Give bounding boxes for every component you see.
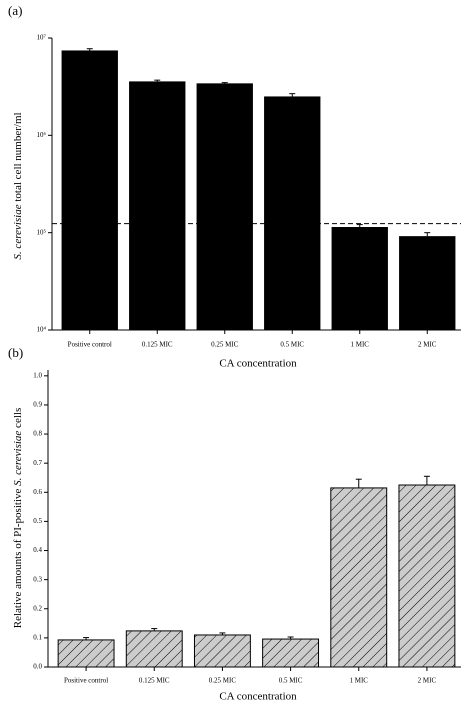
bar bbox=[196, 83, 253, 331]
y-axis-label: S. cerevisiae total cell number/ml bbox=[12, 112, 24, 259]
y-tick-label: 0.7 bbox=[33, 459, 42, 467]
x-tick-label: 1 MIC bbox=[350, 677, 369, 685]
y-tick-label: 0.1 bbox=[33, 633, 42, 641]
y-tick-label: 0.6 bbox=[33, 488, 42, 496]
y-tick-label: 0.4 bbox=[33, 546, 42, 554]
bar bbox=[129, 81, 186, 331]
x-tick-label: Positive control bbox=[68, 341, 112, 349]
bar bbox=[57, 639, 115, 668]
y-tick-label: 0.9 bbox=[33, 401, 42, 409]
x-tick-label: 0.5 MIC bbox=[280, 341, 304, 349]
y-axis-label-species: S. cerevisiae bbox=[12, 431, 24, 486]
y-tick-label: 0.3 bbox=[33, 575, 42, 583]
y-tick-label: 1.0 bbox=[33, 371, 42, 379]
bar bbox=[61, 50, 118, 331]
bar bbox=[193, 634, 251, 668]
y-tick-label: 10⁴ bbox=[37, 326, 47, 334]
y-tick-label: 0.2 bbox=[33, 604, 42, 612]
x-tick-label: Positive control bbox=[64, 677, 108, 685]
y-axis-label-rest: total cell number/ml bbox=[12, 112, 24, 204]
x-axis-label: CA concentration bbox=[219, 358, 297, 370]
y-axis-label-part: cells bbox=[12, 408, 24, 431]
x-tick-label: 0.25 MIC bbox=[209, 677, 237, 685]
bar bbox=[331, 227, 388, 331]
bar bbox=[264, 96, 321, 331]
y-tick-label: 10⁶ bbox=[37, 131, 47, 139]
y-tick-label: 0.8 bbox=[33, 430, 42, 438]
bar bbox=[262, 638, 320, 668]
y-tick-label: 0.0 bbox=[33, 663, 42, 671]
x-tick-label: 2 MIC bbox=[418, 677, 437, 685]
y-tick-label: 10⁵ bbox=[37, 228, 47, 236]
y-axis-label-part: Relative amounts of PI-positive bbox=[12, 486, 24, 628]
y-axis-label-species: S. cerevisiae bbox=[12, 204, 24, 259]
y-axis-label: Relative amounts of PI-positive S. cerev… bbox=[12, 408, 24, 628]
bar bbox=[125, 630, 183, 668]
x-tick-label: 0.125 MIC bbox=[142, 341, 173, 349]
bar bbox=[399, 236, 456, 331]
panel-label: (a) bbox=[8, 3, 22, 18]
x-tick-label: 2 MIC bbox=[418, 341, 437, 349]
x-tick-label: 0.125 MIC bbox=[139, 677, 170, 685]
bar bbox=[398, 484, 456, 668]
x-axis-label: CA concentration bbox=[219, 691, 297, 703]
x-tick-label: 0.25 MIC bbox=[211, 341, 239, 349]
x-tick-label: 0.5 MIC bbox=[279, 677, 303, 685]
y-tick-label: 10⁷ bbox=[37, 34, 47, 42]
panel-label: (b) bbox=[8, 345, 23, 360]
bar bbox=[330, 487, 388, 668]
x-tick-label: 1 MIC bbox=[351, 341, 370, 349]
y-tick-label: 0.5 bbox=[33, 517, 42, 525]
